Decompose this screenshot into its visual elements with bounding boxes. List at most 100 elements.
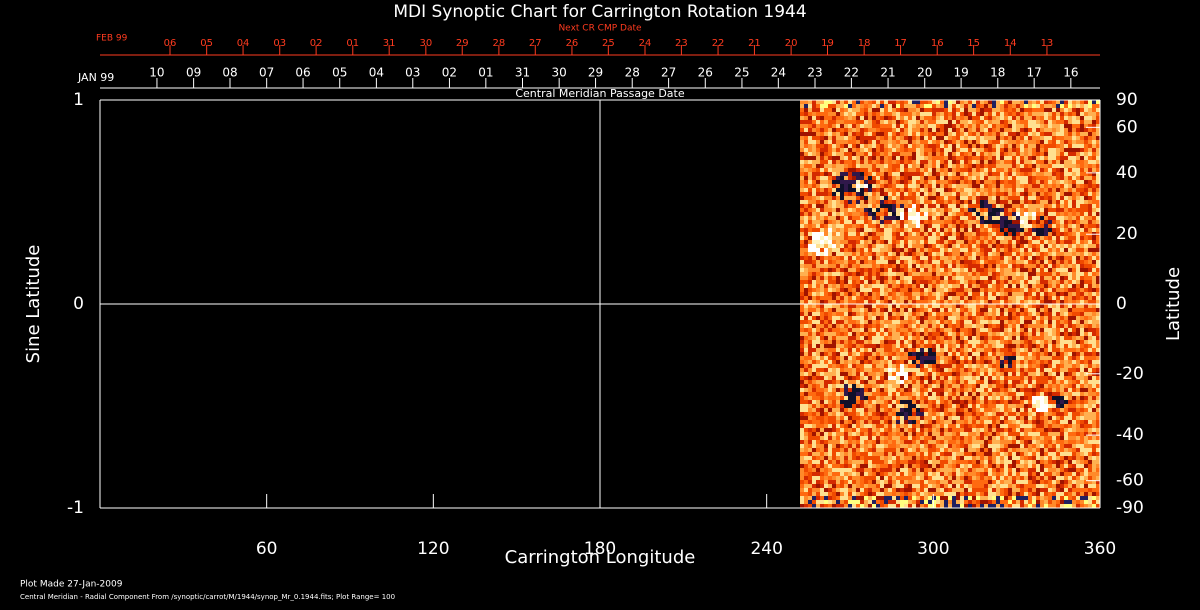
map-cell bbox=[932, 340, 936, 344]
map-cell bbox=[992, 304, 996, 308]
map-cell bbox=[928, 124, 932, 128]
map-cell bbox=[940, 236, 944, 240]
map-cell bbox=[1016, 236, 1020, 240]
map-cell bbox=[888, 144, 892, 148]
map-cell bbox=[932, 196, 936, 200]
map-cell bbox=[1072, 160, 1076, 164]
map-cell bbox=[1084, 100, 1088, 104]
map-cell bbox=[928, 228, 932, 232]
map-cell bbox=[820, 348, 824, 352]
map-cell bbox=[932, 336, 936, 340]
map-cell bbox=[868, 112, 872, 116]
map-cell bbox=[1088, 284, 1092, 288]
map-cell bbox=[1000, 108, 1004, 112]
map-cell bbox=[928, 300, 932, 304]
map-cell bbox=[948, 308, 952, 312]
map-cell bbox=[1000, 224, 1004, 228]
map-cell bbox=[832, 324, 836, 328]
map-cell bbox=[1064, 244, 1068, 248]
map-cell bbox=[880, 272, 884, 276]
map-cell bbox=[1076, 316, 1080, 320]
map-cell bbox=[948, 108, 952, 112]
map-cell bbox=[976, 144, 980, 148]
map-cell bbox=[1044, 220, 1048, 224]
map-cell bbox=[860, 224, 864, 228]
map-cell bbox=[840, 172, 844, 176]
map-cell bbox=[1020, 100, 1024, 104]
map-cell bbox=[936, 248, 940, 252]
map-cell bbox=[924, 356, 928, 360]
map-cell bbox=[1052, 124, 1056, 128]
map-cell bbox=[1068, 192, 1072, 196]
map-cell bbox=[820, 192, 824, 196]
map-cell bbox=[852, 320, 856, 324]
map-cell bbox=[976, 104, 980, 108]
map-cell bbox=[992, 328, 996, 332]
map-cell bbox=[1056, 128, 1060, 132]
map-cell bbox=[1072, 140, 1076, 144]
map-cell bbox=[972, 180, 976, 184]
map-cell bbox=[1096, 344, 1100, 348]
map-cell bbox=[1044, 192, 1048, 196]
map-cell bbox=[1048, 212, 1052, 216]
map-cell bbox=[1008, 144, 1012, 148]
map-cell bbox=[944, 320, 948, 324]
map-cell bbox=[884, 252, 888, 256]
map-cell bbox=[824, 204, 828, 208]
map-cell bbox=[884, 260, 888, 264]
map-cell bbox=[1096, 288, 1100, 292]
map-cell bbox=[880, 216, 884, 220]
map-cell bbox=[1052, 164, 1056, 168]
map-cell bbox=[812, 332, 816, 336]
map-cell bbox=[948, 200, 952, 204]
map-cell bbox=[892, 332, 896, 336]
map-cell bbox=[824, 188, 828, 192]
map-cell bbox=[804, 212, 808, 216]
map-cell bbox=[1036, 324, 1040, 328]
map-cell bbox=[864, 288, 868, 292]
map-cell bbox=[864, 124, 868, 128]
map-cell bbox=[920, 340, 924, 344]
map-cell bbox=[1028, 188, 1032, 192]
map-cell bbox=[888, 292, 892, 296]
map-cell bbox=[988, 144, 992, 148]
map-cell bbox=[836, 336, 840, 340]
map-cell bbox=[932, 160, 936, 164]
map-cell bbox=[860, 156, 864, 160]
map-cell bbox=[876, 160, 880, 164]
map-cell bbox=[820, 360, 824, 364]
map-cell bbox=[1008, 328, 1012, 332]
map-cell bbox=[1072, 144, 1076, 148]
map-cell bbox=[812, 280, 816, 284]
map-cell bbox=[1060, 352, 1064, 356]
map-cell bbox=[1068, 116, 1072, 120]
map-cell bbox=[1008, 288, 1012, 292]
map-cell bbox=[1008, 132, 1012, 136]
map-cell bbox=[844, 160, 848, 164]
map-cell bbox=[1088, 328, 1092, 332]
map-cell bbox=[848, 120, 852, 124]
map-cell bbox=[880, 260, 884, 264]
map-cell bbox=[900, 276, 904, 280]
map-cell bbox=[980, 236, 984, 240]
map-cell bbox=[1036, 128, 1040, 132]
map-cell bbox=[1096, 172, 1100, 176]
map-cell bbox=[1016, 284, 1020, 288]
map-cell bbox=[960, 212, 964, 216]
map-cell bbox=[804, 140, 808, 144]
map-cell bbox=[892, 220, 896, 224]
map-cell bbox=[1060, 272, 1064, 276]
map-cell bbox=[824, 132, 828, 136]
map-cell bbox=[932, 292, 936, 296]
map-cell bbox=[832, 160, 836, 164]
map-cell bbox=[956, 204, 960, 208]
map-cell bbox=[908, 184, 912, 188]
map-cell bbox=[1004, 160, 1008, 164]
map-cell bbox=[1044, 228, 1048, 232]
map-cell bbox=[808, 140, 812, 144]
map-cell bbox=[952, 204, 956, 208]
map-cell bbox=[964, 252, 968, 256]
map-cell bbox=[1068, 224, 1072, 228]
map-cell bbox=[852, 188, 856, 192]
map-cell bbox=[1016, 304, 1020, 308]
